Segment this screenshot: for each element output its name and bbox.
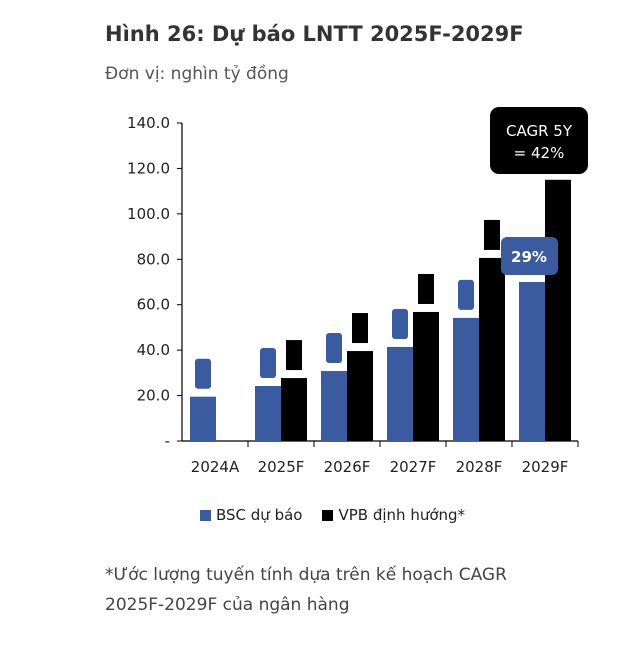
bar-bsc xyxy=(387,346,413,441)
data-label-box xyxy=(195,358,211,389)
data-label-box xyxy=(260,348,276,379)
footnote-line: 2025F-2029F của ngân hàng xyxy=(105,595,350,615)
bar-vpb xyxy=(347,351,373,441)
annotation-box-cagr xyxy=(490,107,588,174)
y-tick-label: 80.0 xyxy=(137,250,170,268)
legend-item-vpb: VPB định hướng* xyxy=(322,506,465,524)
footnote: *Ước lượng tuyến tính dựa trên kế hoạch … xyxy=(105,560,605,620)
data-label-box xyxy=(418,273,434,304)
y-tick-label: 40.0 xyxy=(137,341,170,359)
y-tick-label: - xyxy=(165,432,170,450)
bar-chart: - 20.0 40.0 60.0 80.0 100.0 120.0 140.0 2024A 202… xyxy=(127,107,588,476)
data-label-box xyxy=(484,219,500,250)
legend-swatch xyxy=(322,509,334,521)
data-label-box xyxy=(392,308,408,339)
legend-swatch xyxy=(200,509,211,521)
x-tick-label: 2029F xyxy=(522,458,569,476)
y-tick-label: 100.0 xyxy=(127,205,170,223)
legend: BSC dự báo VPB định hướng* xyxy=(200,506,465,524)
bar-bsc xyxy=(453,317,479,441)
annotation-29: 29% xyxy=(511,248,547,266)
bar-bsc xyxy=(519,282,545,441)
chart-subtitle: Đơn vị: nghìn tỷ đồng xyxy=(105,64,289,84)
x-tick-label: 2027F xyxy=(390,458,437,476)
x-tick-label: 2024A xyxy=(191,458,240,476)
footnote-line: *Ước lượng tuyến tính dựa trên kế hoạch … xyxy=(105,565,507,585)
annotation-cagr-line2: = 42% xyxy=(514,144,565,162)
data-label-box xyxy=(352,313,368,344)
y-tick-label: 140.0 xyxy=(127,114,170,132)
bar-bsc xyxy=(190,396,216,441)
y-tick-label: 20.0 xyxy=(137,387,170,405)
legend-label: BSC dự báo xyxy=(216,506,303,524)
x-tick-label: 2025F xyxy=(258,458,305,476)
x-tick-label: 2028F xyxy=(456,458,503,476)
bar-vpb xyxy=(413,311,439,441)
bar-vpb xyxy=(281,378,307,441)
bar-vpb xyxy=(545,179,571,442)
y-tick-label: 120.0 xyxy=(127,159,170,177)
data-label-box xyxy=(286,340,302,371)
chart-title: Hình 26: Dự báo LNTT 2025F-2029F xyxy=(105,22,524,46)
annotation-box-29 xyxy=(501,237,558,275)
legend-label: VPB định hướng* xyxy=(338,506,466,524)
bar-vpb xyxy=(479,257,505,441)
bar-bsc xyxy=(321,371,347,441)
annotation-cagr-line1: CAGR 5Y xyxy=(506,122,573,140)
data-label-box xyxy=(326,333,342,364)
y-tick-label: 60.0 xyxy=(137,296,170,314)
data-label-box xyxy=(458,279,474,310)
legend-item-bsc: BSC dự báo xyxy=(200,506,302,524)
bar-bsc xyxy=(255,386,281,441)
x-tick-label: 2026F xyxy=(324,458,371,476)
